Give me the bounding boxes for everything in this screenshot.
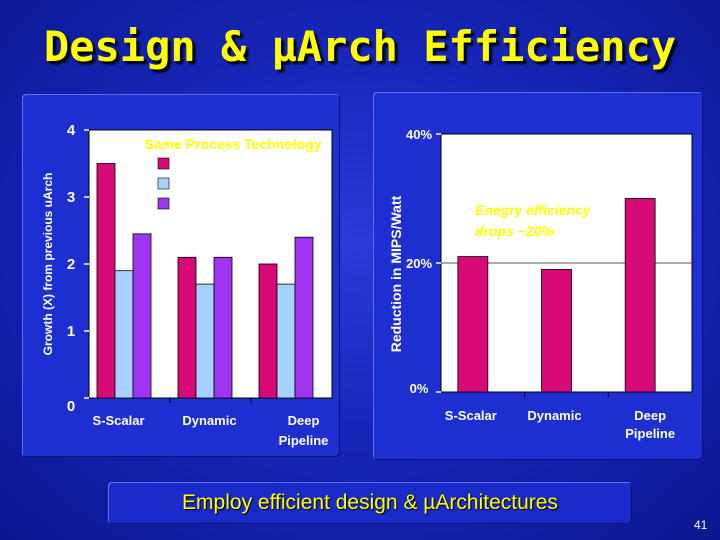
energy-note-line2: drops ~20% (475, 223, 555, 239)
category-label: Dynamic (527, 408, 581, 423)
bar-die-area (96, 163, 116, 399)
y-tick-label: 0 (67, 398, 75, 415)
category-label: Deep (288, 413, 320, 428)
energy-note-line1: Enegry efficiency (475, 202, 592, 218)
bar-performance (195, 283, 215, 399)
bar-performance (114, 270, 134, 399)
footer-banner: Employ efficient design & µArchitectures (108, 482, 632, 524)
chart-right-panel: 0% 20% 40% Reduction in MIPS/Watt S-Scalar Dy… (373, 92, 703, 460)
y-tick-label: 3 (67, 189, 75, 206)
bar-performance (276, 283, 296, 399)
bar-power (213, 256, 233, 399)
y-tick-label: 20% (406, 256, 432, 271)
category-label: Pipeline (625, 426, 675, 441)
bar-mips-per-watt (624, 198, 656, 393)
y-tick-label: 4 (67, 122, 76, 139)
bar-die-area (258, 263, 278, 399)
slide-title: Design & µArch Efficiency (43, 22, 677, 71)
y-tick-label: 2 (67, 256, 75, 273)
y-tick-label: 40% (406, 127, 432, 142)
chart-left-panel: 0 1 2 3 4 Growth (X) from previous uArch S-Sca… (22, 94, 340, 457)
chart-annotation: Same Process Technology (144, 136, 321, 152)
legend-swatch (157, 177, 170, 190)
category-label: S-Scalar (445, 408, 497, 423)
y-axis-label: Reduction in MIPS/Watt (388, 195, 404, 352)
y-tick-label: 0% (410, 381, 429, 396)
y-tick-label: 1 (67, 323, 75, 340)
legend-label: Performance (176, 177, 274, 194)
legend-label: Power (176, 197, 224, 214)
chart-left-svg: 0 1 2 3 4 Growth (X) from previous uArch S-Sca… (41, 122, 333, 448)
chart-right-svg: 0% 20% 40% Reduction in MIPS/Watt S-Scalar Dy… (388, 127, 693, 441)
legend-swatch (157, 157, 170, 170)
category-label: S-Scalar (92, 413, 144, 428)
category-label: Deep (634, 408, 666, 423)
bar-mips-per-watt (541, 269, 572, 393)
bar-die-area (177, 256, 197, 399)
page-number: 41 (694, 518, 708, 532)
chart-annotation: Same Process Technology (485, 142, 650, 157)
y-axis-label: Growth (X) from previous uArch (41, 173, 55, 356)
bar-power (294, 236, 314, 399)
category-label: Pipeline (279, 433, 329, 448)
legend-swatch (157, 197, 170, 210)
legend-label: Die Area (176, 157, 240, 174)
bar-power (132, 233, 152, 399)
bar-mips-per-watt (457, 256, 489, 393)
category-label: Dynamic (182, 413, 236, 428)
